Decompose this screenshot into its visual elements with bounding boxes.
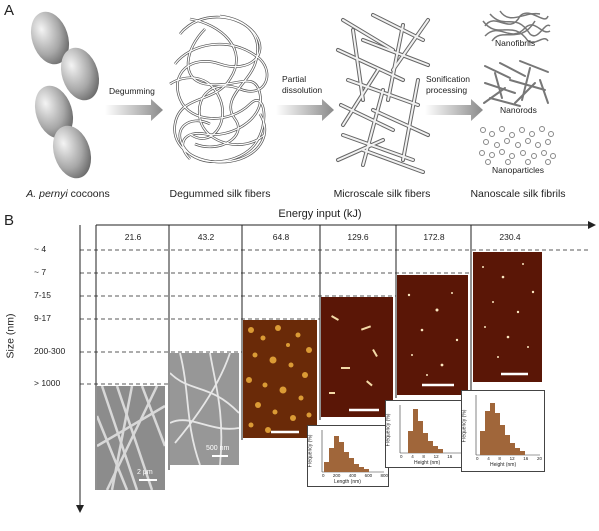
- microscale-fibers-illustration: [336, 13, 430, 174]
- nanorods-label: Nanorods: [500, 105, 537, 115]
- size-label-5: 200-300: [34, 346, 66, 356]
- scale-label-2um: 2 μm: [137, 469, 153, 476]
- arrow-3-label-2: processing: [426, 85, 468, 95]
- microscale-caption: Microscale silk fibers: [333, 188, 431, 200]
- size-label-4: 9-17: [34, 313, 52, 323]
- size-label-1: ~ 4: [34, 244, 47, 254]
- histogram-length-ylabel: Frequency (%): [307, 434, 314, 468]
- afm-image-172-8kj: [397, 275, 468, 395]
- arrow-2: [276, 99, 334, 121]
- nanoparticles-label: Nanoparticles: [492, 165, 544, 175]
- arrow-3-label-1: Sonification: [426, 74, 470, 84]
- size-label-2: ~ 7: [34, 267, 47, 277]
- degummed-fibers-illustration: [169, 14, 269, 164]
- arrow-1: [105, 99, 163, 121]
- histogram-height-1-ylabel: Frequency (%): [385, 413, 392, 447]
- degummed-caption: Degummed silk fibers: [169, 188, 271, 200]
- panel-a-letter: A: [4, 2, 15, 19]
- histogram-height-1-xlabel: Height (nm): [414, 460, 441, 466]
- afm-image-129-6kj: [321, 297, 393, 417]
- energy-value-3: 64.8: [272, 232, 290, 242]
- nanorods-illustration: [483, 60, 549, 107]
- energy-value-4: 129.6: [347, 232, 369, 242]
- arrow-2-label-1: Partial: [282, 74, 307, 84]
- histogram-height-2-ticks: 0 4 8 12 16 20: [476, 456, 542, 461]
- energy-value-6: 230.4: [499, 232, 521, 242]
- size-label-3: 7-15: [34, 290, 52, 300]
- arrow-1-label: Degumming: [109, 86, 155, 96]
- energy-value-1: 21.6: [124, 232, 142, 242]
- histogram-length-ticks: 0 200 400 600 800: [322, 473, 388, 478]
- x-axis-title: Energy input (kJ): [278, 208, 362, 220]
- histogram-height-2-xlabel: Height (nm): [490, 462, 517, 468]
- arrow-3: [425, 99, 483, 121]
- cocoons-illustration: [30, 11, 100, 179]
- nanoparticles-illustration: [479, 126, 556, 165]
- nanofibrils-label: Nanofibrils: [495, 38, 536, 48]
- panel-b-letter: B: [4, 212, 15, 229]
- sem-image-43-2kj: 500 nm: [169, 352, 240, 466]
- afm-image-64-8kj: [243, 320, 317, 438]
- histogram-height-2: 0 4 8 12 16 20 Height (nm) Frequency (%): [461, 390, 545, 472]
- energy-value-5: 172.8: [423, 232, 445, 242]
- arrow-2-label-2: dissolution: [282, 85, 323, 95]
- nanoscale-caption: Nanoscale silk fibrils: [470, 188, 566, 200]
- cocoons-caption: A. pernyi cocoons: [26, 188, 110, 200]
- histogram-length-xlabel: Length (nm): [334, 479, 361, 485]
- scale-label-500nm: 500 nm: [206, 445, 230, 452]
- histogram-length: 0 200 400 600 800 Length (nm) Frequency (%): [307, 425, 389, 487]
- size-label-6: > 1000: [34, 378, 61, 388]
- sem-image-21-6kj: 2 μm: [95, 385, 167, 491]
- energy-value-2: 43.2: [197, 232, 215, 242]
- nanofibrils-illustration: [482, 10, 551, 43]
- afm-image-230-4kj: [473, 252, 542, 382]
- histogram-height-2-ylabel: Frequency (%): [461, 409, 468, 443]
